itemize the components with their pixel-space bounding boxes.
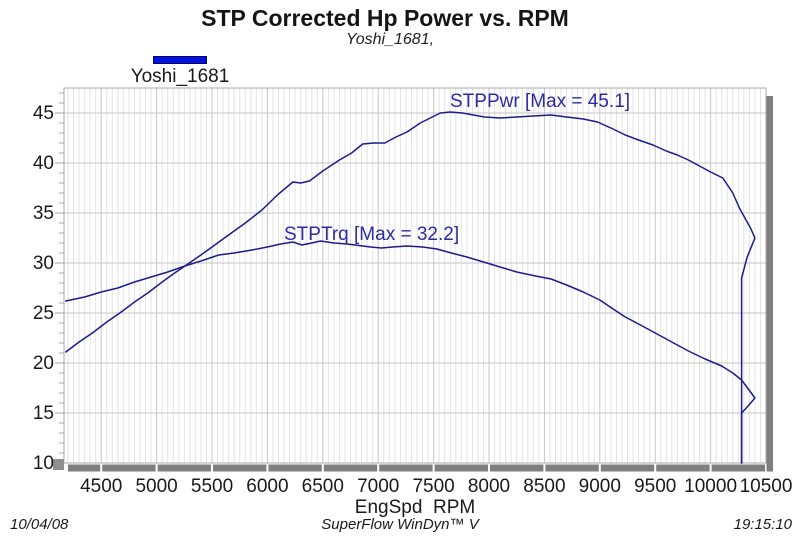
scrollbar-notch bbox=[488, 464, 491, 472]
scrollbar-notch bbox=[598, 464, 601, 472]
scrollbar-notch bbox=[321, 464, 324, 472]
x-axis-tick-label: 7000 bbox=[357, 476, 399, 497]
scrollbar-notch bbox=[266, 464, 269, 472]
footer-bar: 10/04/08 SuperFlow WinDyn™ V 19:15:10 bbox=[0, 516, 800, 536]
scrollbar-notch bbox=[211, 464, 214, 472]
scrollbar-notch bbox=[100, 464, 103, 472]
x-axis-tick-label: 9500 bbox=[634, 476, 676, 497]
x-axis-tick-label: 8000 bbox=[468, 476, 510, 497]
y-axis-tick-label: 40 bbox=[33, 153, 54, 174]
y-axis-tick-label: 35 bbox=[33, 203, 54, 224]
y-axis-tick-label: 45 bbox=[33, 103, 54, 124]
legend-color-swatch bbox=[153, 56, 207, 64]
y-axis-tick-label: 10 bbox=[33, 453, 54, 474]
y-axis-tick-label: 25 bbox=[33, 303, 54, 324]
x-axis-tick-label: 5000 bbox=[135, 476, 177, 497]
scrollbar-notch bbox=[765, 464, 767, 472]
footer-time: 19:15:10 bbox=[733, 516, 792, 533]
x-axis-tick-label: 10500 bbox=[740, 476, 793, 497]
chart-title: STP Corrected Hp Power vs. RPM bbox=[201, 5, 569, 31]
x-axis-tick-label: 5500 bbox=[191, 476, 233, 497]
plot-frame bbox=[63, 87, 767, 464]
legend-run-label: Yoshi_1681 bbox=[130, 66, 230, 87]
y-axis-tick-label: 15 bbox=[33, 403, 54, 424]
x-axis-tick-label: 8500 bbox=[523, 476, 565, 497]
x-axis-tick-label: 6000 bbox=[246, 476, 288, 497]
stppwr-curve bbox=[65, 111, 756, 464]
x-axis-title: EngSpd RPM bbox=[354, 497, 476, 518]
y-axis-tick-label: 20 bbox=[33, 353, 54, 374]
stptrq-curve bbox=[65, 240, 756, 464]
stptrq-curve-label: STPTrq [Max = 32.2] bbox=[284, 224, 459, 245]
scroll-corner-box bbox=[53, 459, 64, 470]
x-axis-tick-label: 6500 bbox=[302, 476, 344, 497]
scrollbar-notch bbox=[654, 464, 657, 472]
scrollbar-notch bbox=[432, 464, 435, 472]
scrollbar-notch bbox=[709, 464, 712, 472]
x-axis-tick-label: 10000 bbox=[684, 476, 737, 497]
scrollbar-notch bbox=[155, 464, 158, 472]
x-axis-tick-label: 7500 bbox=[412, 476, 454, 497]
y-axis-tick-label: 30 bbox=[33, 253, 54, 274]
stppwr-curve-label: STPPwr [Max = 45.1] bbox=[450, 91, 630, 112]
scrollbar-notch bbox=[377, 464, 380, 472]
horizontal-scrollbar[interactable] bbox=[67, 464, 773, 472]
footer-software-name: SuperFlow WinDyn™ V bbox=[321, 516, 479, 533]
x-axis-tick-label: 9000 bbox=[579, 476, 621, 497]
x-axis-tick-label: 4500 bbox=[80, 476, 122, 497]
vertical-scrollbar[interactable] bbox=[766, 96, 774, 471]
scrollbar-notch bbox=[543, 464, 546, 472]
footer-date: 10/04/08 bbox=[10, 516, 69, 533]
chart-subtitle: Yoshi_1681, bbox=[345, 31, 435, 48]
